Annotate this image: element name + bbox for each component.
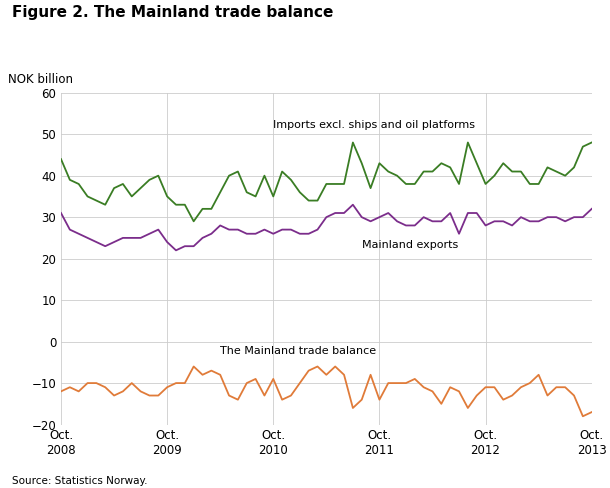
Text: Mainland exports: Mainland exports: [362, 240, 458, 250]
Text: NOK billion: NOK billion: [8, 73, 73, 86]
Text: Figure 2. The Mainland trade balance: Figure 2. The Mainland trade balance: [12, 5, 334, 20]
Text: Source: Statistics Norway.: Source: Statistics Norway.: [12, 476, 148, 486]
Text: Imports excl. ships and oil platforms: Imports excl. ships and oil platforms: [273, 120, 475, 130]
Text: The Mainland trade balance: The Mainland trade balance: [220, 346, 376, 356]
